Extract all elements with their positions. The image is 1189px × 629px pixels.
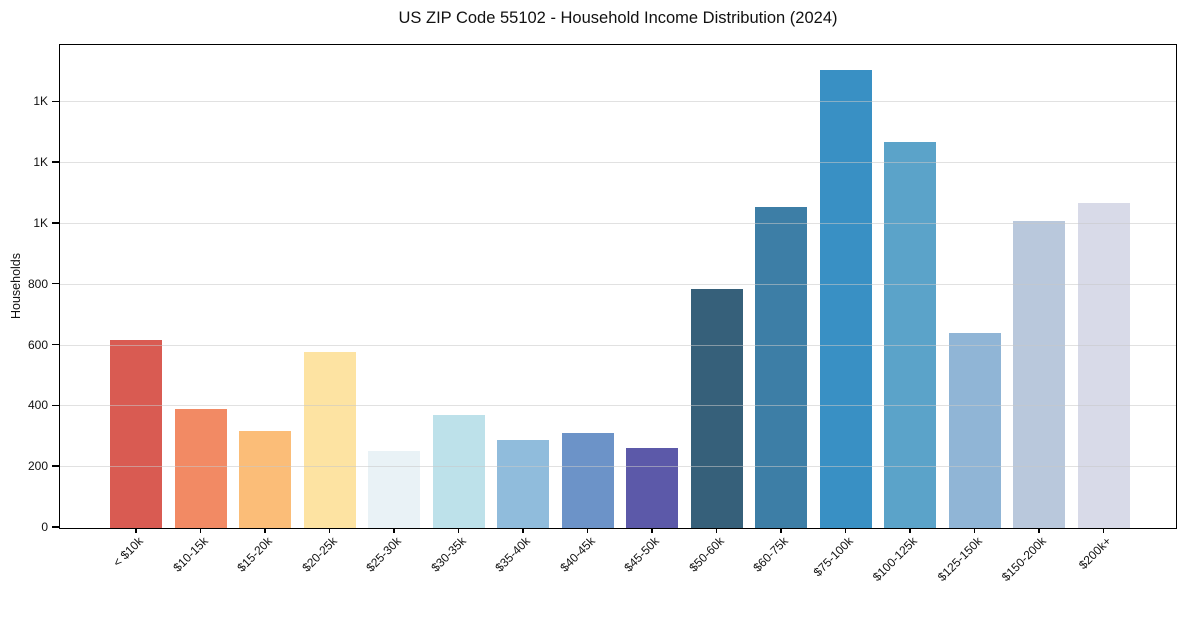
x-tick-mark xyxy=(264,527,266,533)
y-tick-mark xyxy=(52,161,59,163)
x-tick-mark xyxy=(1038,527,1040,533)
y-tick-mark xyxy=(52,100,59,102)
y-tick-label: 200 xyxy=(27,459,48,474)
plot-area: 0 200 400 600 800 1K 1K 1K < $10k $10-15k $15-20k $… xyxy=(28,44,1177,584)
y-tick-label: 1K xyxy=(33,215,48,230)
bar-$75-100k xyxy=(819,69,872,528)
bar-$60-75k xyxy=(755,207,808,528)
x-tick-mark xyxy=(780,527,782,533)
gridline-1000 xyxy=(60,222,1176,224)
gridline-600 xyxy=(60,344,1176,346)
x-tick-mark xyxy=(393,527,395,533)
y-tick-label: 400 xyxy=(27,398,48,413)
bar-$35-40k xyxy=(497,440,550,528)
gridline-1400 xyxy=(60,101,1176,103)
bar-$10-15k xyxy=(174,408,227,528)
y-tick-label: 0 xyxy=(41,520,48,534)
x-tick-mark xyxy=(457,527,460,533)
bar-$50-60k xyxy=(690,289,743,528)
y-tick-mark xyxy=(52,404,59,407)
gridline-800 xyxy=(60,283,1176,285)
bar-$40-45k xyxy=(561,433,614,528)
bar-$200k+ xyxy=(1077,203,1130,528)
bar-$20-25k xyxy=(303,351,356,528)
bar-$25-30k xyxy=(368,451,421,528)
household-income-bar-chart: US ZIP Code 55102 - Household Income Dis… xyxy=(9,9,1177,584)
y-tick-mark xyxy=(52,465,59,467)
x-tick-mark xyxy=(199,527,202,533)
x-tick-mark xyxy=(586,527,589,533)
bar-$15-20k xyxy=(239,430,292,528)
y-tick-mark xyxy=(52,526,59,528)
y-tick-label: 1K xyxy=(33,94,48,109)
bar-< $10k xyxy=(110,340,163,528)
x-tick-mark xyxy=(522,527,524,533)
y-tick-mark xyxy=(52,343,59,346)
x-tick-mark xyxy=(651,527,653,533)
y-tick-label: 1K xyxy=(33,155,48,170)
x-tick-mark xyxy=(1102,527,1105,533)
gridline-200 xyxy=(60,466,1176,468)
x-tick-mark xyxy=(844,527,847,533)
x-tick-mark xyxy=(135,527,137,533)
y-tick-label: 800 xyxy=(27,276,48,291)
gridline-1200 xyxy=(60,162,1176,164)
x-tick-mark xyxy=(909,527,911,533)
x-tick-mark xyxy=(715,527,718,533)
bar-$30-35k xyxy=(432,414,485,528)
bar-$125-150k xyxy=(948,333,1001,528)
y-tick-mark xyxy=(52,222,59,224)
gridline-400 xyxy=(60,405,1176,407)
bar-$45-50k xyxy=(626,448,679,528)
x-tick-mark xyxy=(328,527,331,533)
y-tick-mark xyxy=(52,282,59,285)
y-tick-label: 600 xyxy=(27,337,48,352)
bar-$150-200k xyxy=(1013,220,1066,528)
x-tick-mark xyxy=(973,527,976,533)
bar-$100-125k xyxy=(884,141,937,528)
chart-title: US ZIP Code 55102 - Household Income Dis… xyxy=(398,9,838,27)
